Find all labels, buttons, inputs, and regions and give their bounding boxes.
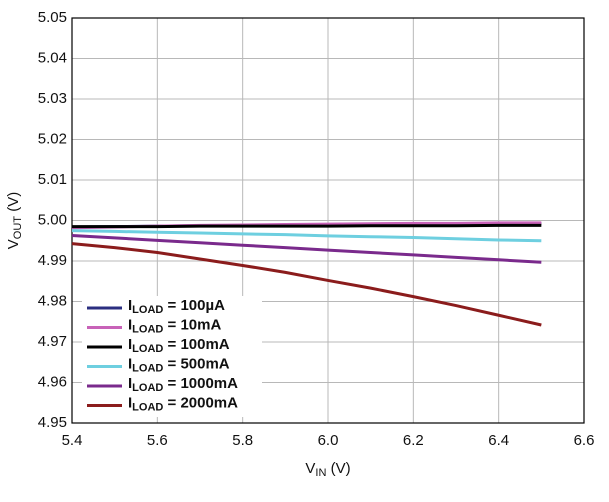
y-axis-label-part: V [5, 239, 22, 249]
legend-label-part: = 100mA [163, 336, 229, 353]
y-tick-label: 5.00 [38, 211, 67, 228]
y-tick-label: 4.95 [38, 414, 67, 431]
series-line [71, 233, 542, 264]
legend-label-part: = 500mA [163, 355, 229, 372]
y-tick-label: 4.98 [38, 292, 67, 309]
legend-label: ILOAD = 10mA [128, 316, 221, 335]
y-tick-label: 5.04 [38, 49, 67, 66]
x-tick-label: 6.2 [403, 432, 424, 449]
series-line [72, 223, 542, 229]
series-line [71, 229, 542, 243]
y-axis-label: VOUT (V) [5, 192, 24, 249]
legend-box [82, 296, 262, 417]
y-tick-label: 4.96 [38, 373, 67, 390]
legend-label-part: I [128, 316, 132, 333]
legend-label-part: I [128, 297, 132, 314]
x-axis-label-part: V [305, 460, 315, 477]
x-tick-label: 6.4 [488, 432, 509, 449]
legend-label-part: = 1000mA [163, 375, 238, 392]
legend-label: ILOAD = 100µA [128, 297, 225, 316]
x-axis-label-part: IN [315, 467, 326, 479]
series-line [71, 242, 542, 327]
legend-label-part: I [128, 355, 132, 372]
legend-label-part: LOAD [132, 382, 163, 394]
x-tick-label: 6.6 [574, 432, 595, 449]
legend-label-part: LOAD [132, 304, 163, 316]
y-axis-label-part: (V) [5, 192, 22, 216]
y-axis-label-part: OUT [12, 216, 24, 240]
legend-label-part: LOAD [132, 401, 163, 413]
x-tick-label: 5.8 [232, 432, 253, 449]
x-tick-label: 5.6 [147, 432, 168, 449]
x-tick-label: 5.4 [62, 432, 83, 449]
plot-frame [71, 17, 585, 424]
legend-label-part: LOAD [132, 362, 163, 374]
legend-label-part: LOAD [132, 343, 163, 355]
legend-label: ILOAD = 2000mA [128, 394, 238, 413]
legend-label-part: = 100µA [163, 297, 225, 314]
legend-label-part: = 2000mA [163, 394, 238, 411]
x-tick-label: 6.0 [318, 432, 339, 449]
legend-label: ILOAD = 1000mA [128, 375, 238, 394]
legend-label-part: LOAD [132, 323, 163, 335]
y-tick-label: 4.99 [38, 252, 67, 269]
legend-label: ILOAD = 100mA [128, 336, 230, 355]
y-tick-label: 5.01 [38, 171, 67, 188]
legend-label-part: I [128, 375, 132, 392]
y-tick-label: 5.03 [38, 90, 67, 107]
legend-label-part: I [128, 394, 132, 411]
y-tick-label: 5.05 [38, 9, 67, 26]
legend-label-part: I [128, 336, 132, 353]
x-axis-label: VIN (V) [305, 460, 350, 479]
y-tick-label: 4.97 [38, 333, 67, 350]
legend-label-part: = 10mA [163, 316, 221, 333]
x-axis-label-part: (V) [326, 460, 350, 477]
y-tick-label: 5.02 [38, 130, 67, 147]
legend-label: ILOAD = 500mA [128, 355, 230, 374]
